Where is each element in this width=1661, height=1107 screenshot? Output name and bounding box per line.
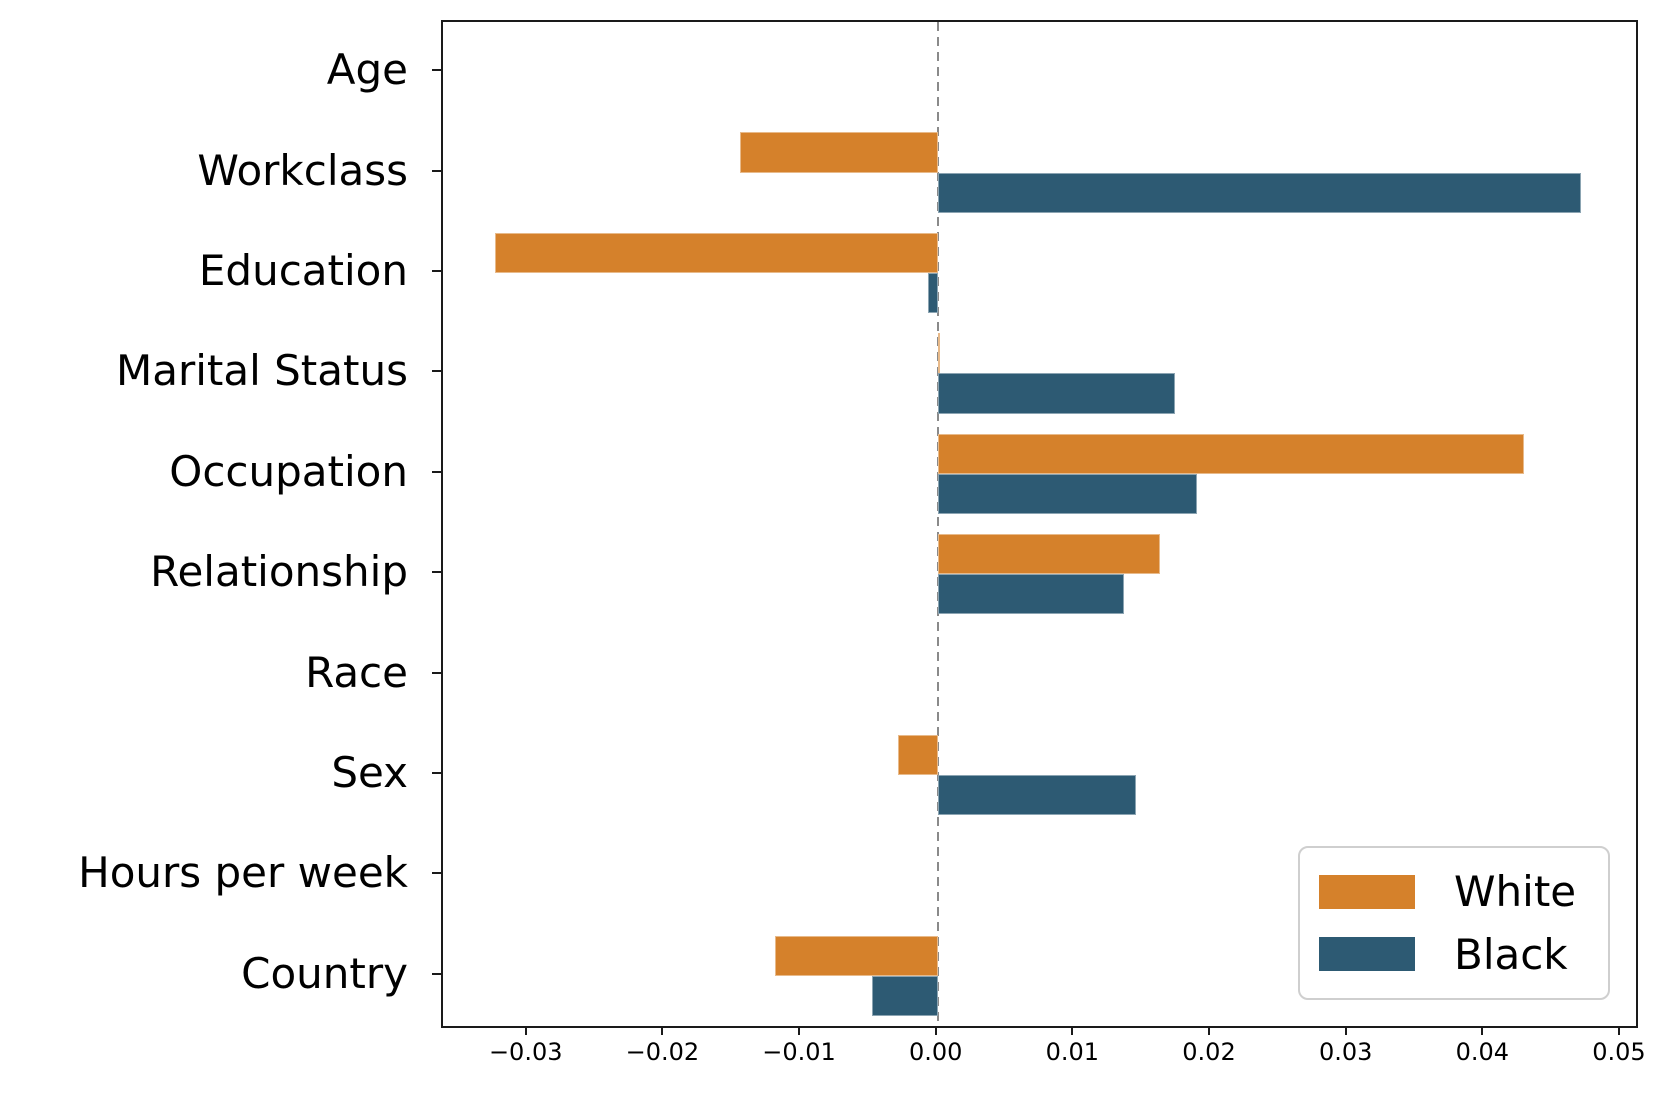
bar-white-workclass bbox=[739, 132, 938, 173]
x-tick-mark-0.05 bbox=[1617, 1026, 1620, 1035]
legend-swatch-white bbox=[1319, 874, 1415, 909]
bar-black-occupation bbox=[937, 473, 1198, 514]
bar-black-workclass bbox=[937, 172, 1582, 213]
y-tick-mark-age bbox=[432, 69, 441, 72]
x-tick-label-0.00: 0.00 bbox=[908, 1038, 963, 1066]
y-tick-mark-occupation bbox=[432, 470, 441, 473]
x-tick-label-0.01: 0.01 bbox=[1045, 1038, 1100, 1066]
x-tick-label-0.04: 0.04 bbox=[1455, 1038, 1510, 1066]
bar-black-sex bbox=[937, 775, 1136, 816]
x-tick-label-0.03: 0.03 bbox=[1318, 1038, 1373, 1066]
y-tick-mark-relationship bbox=[432, 571, 441, 574]
x-tick-label-0.02: 0.02 bbox=[1182, 1038, 1236, 1066]
bar-white-education bbox=[494, 232, 938, 273]
legend-row-black: Black bbox=[1319, 930, 1608, 979]
y-tick-mark-hours-per-week bbox=[432, 872, 441, 875]
bar-black-relationship bbox=[937, 574, 1124, 615]
y-tick-mark-sex bbox=[432, 772, 441, 774]
bar-white-occupation bbox=[937, 433, 1524, 474]
y-tick-mark-workclass bbox=[432, 169, 441, 172]
bar-black-marital-status bbox=[937, 373, 1176, 414]
x-tick-mark-0.03 bbox=[1344, 1026, 1347, 1035]
y-tick-label-sex: Sex bbox=[331, 748, 408, 797]
bar-white-sex bbox=[898, 734, 938, 775]
y-tick-label-relationship: Relationship bbox=[150, 547, 408, 597]
x-tick-mark-0.03 bbox=[524, 1026, 527, 1035]
plot-area bbox=[441, 20, 1638, 1028]
x-tick-label-0.01: −0.01 bbox=[762, 1038, 836, 1066]
y-tick-label-occupation: Occupation bbox=[169, 446, 408, 496]
legend-label-white: White bbox=[1454, 867, 1577, 917]
x-tick-mark-0.02 bbox=[661, 1026, 664, 1035]
y-tick-mark-marital-status bbox=[432, 370, 441, 373]
y-tick-label-education: Education bbox=[198, 246, 408, 295]
y-tick-label-age: Age bbox=[326, 45, 408, 95]
x-tick-mark-0.04 bbox=[1481, 1026, 1484, 1035]
y-tick-label-workclass: Workclass bbox=[197, 145, 408, 195]
x-tick-label-0.05: 0.05 bbox=[1592, 1038, 1646, 1066]
x-tick-mark-0.01 bbox=[798, 1026, 801, 1035]
bar-black-education bbox=[928, 273, 938, 314]
y-tick-label-marital-status: Marital Status bbox=[116, 346, 408, 396]
legend-row-white: White bbox=[1319, 867, 1608, 916]
x-tick-label-0.02: −0.02 bbox=[625, 1038, 700, 1066]
y-tick-label-race: Race bbox=[305, 647, 408, 697]
bar-white-country bbox=[775, 935, 938, 976]
zero-reference-line bbox=[936, 22, 939, 1026]
x-tick-label-0.03: −0.03 bbox=[488, 1038, 563, 1066]
x-tick-mark-0.02 bbox=[1208, 1026, 1210, 1035]
y-tick-mark-education bbox=[432, 270, 441, 272]
legend: White Black bbox=[1298, 846, 1610, 1000]
legend-label-black: Black bbox=[1454, 929, 1568, 979]
y-tick-label-hours-per-week: Hours per week bbox=[78, 848, 408, 898]
bar-white-marital-status bbox=[937, 333, 941, 374]
x-tick-mark-0.01 bbox=[1071, 1026, 1074, 1035]
y-tick-mark-country bbox=[432, 972, 441, 975]
x-tick-mark-0.00 bbox=[934, 1026, 937, 1035]
y-tick-mark-race bbox=[432, 671, 441, 674]
bar-white-relationship bbox=[937, 534, 1161, 575]
bar-black-country bbox=[872, 975, 938, 1016]
y-tick-label-country: Country bbox=[241, 948, 408, 998]
legend-swatch-black bbox=[1319, 937, 1415, 972]
